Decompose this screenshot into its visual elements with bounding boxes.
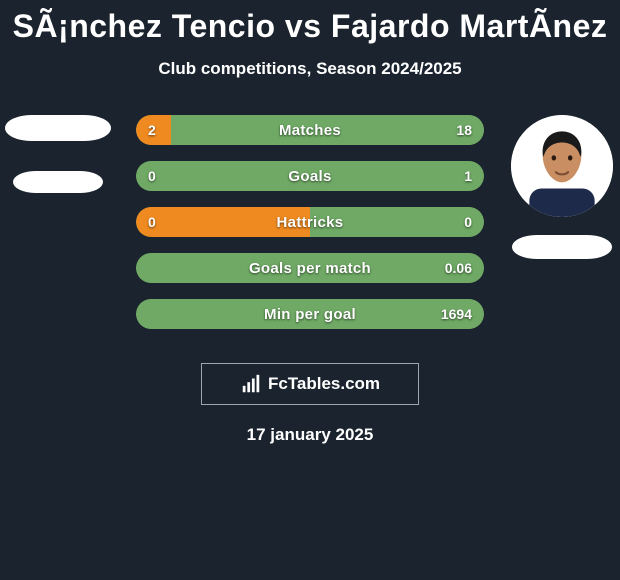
player-left-card: [0, 115, 118, 193]
stat-value-right: 1: [464, 161, 472, 191]
avatar-left-placeholder: [5, 115, 111, 141]
date-text: 17 january 2025: [0, 425, 620, 445]
brand-box: FcTables.com: [201, 363, 419, 405]
stat-label: Goals: [136, 161, 484, 191]
stat-value-left: 0: [148, 207, 156, 237]
stat-value-right: 0.06: [445, 253, 472, 283]
stat-row: Goals0 1: [136, 161, 484, 191]
stat-value-right: 18: [456, 115, 472, 145]
bar-chart-icon: [240, 373, 262, 395]
stat-label: Min per goal: [136, 299, 484, 329]
subtitle: Club competitions, Season 2024/2025: [0, 59, 620, 79]
stat-value-left: 0: [148, 161, 156, 191]
brand-text: FcTables.com: [268, 374, 380, 394]
stat-label: Matches: [136, 115, 484, 145]
person-icon: [511, 115, 613, 217]
player-right-card: [502, 115, 620, 259]
stat-value-right: 0: [464, 207, 472, 237]
stat-label: Goals per match: [136, 253, 484, 283]
flag-left: [13, 171, 103, 193]
stat-value-left: 2: [148, 115, 156, 145]
flag-right: [512, 235, 612, 259]
stat-row: Matches2 18: [136, 115, 484, 145]
avatar-right: [511, 115, 613, 217]
stat-label: Hattricks: [136, 207, 484, 237]
stats-column: Matches218Goals01Hattricks00Goals per ma…: [136, 115, 484, 345]
stat-row: Goals per match0.06: [136, 253, 484, 283]
stat-row: Min per goal1694: [136, 299, 484, 329]
stat-row: Hattricks0 0: [136, 207, 484, 237]
comparison-card: SÃ¡nchez Tencio vs Fajardo MartÃ­nez Clu…: [0, 0, 620, 445]
stat-value-right: 1694: [441, 299, 472, 329]
page-title: SÃ¡nchez Tencio vs Fajardo MartÃ­nez: [0, 0, 620, 45]
main-area: Matches218Goals01Hattricks00Goals per ma…: [0, 115, 620, 345]
